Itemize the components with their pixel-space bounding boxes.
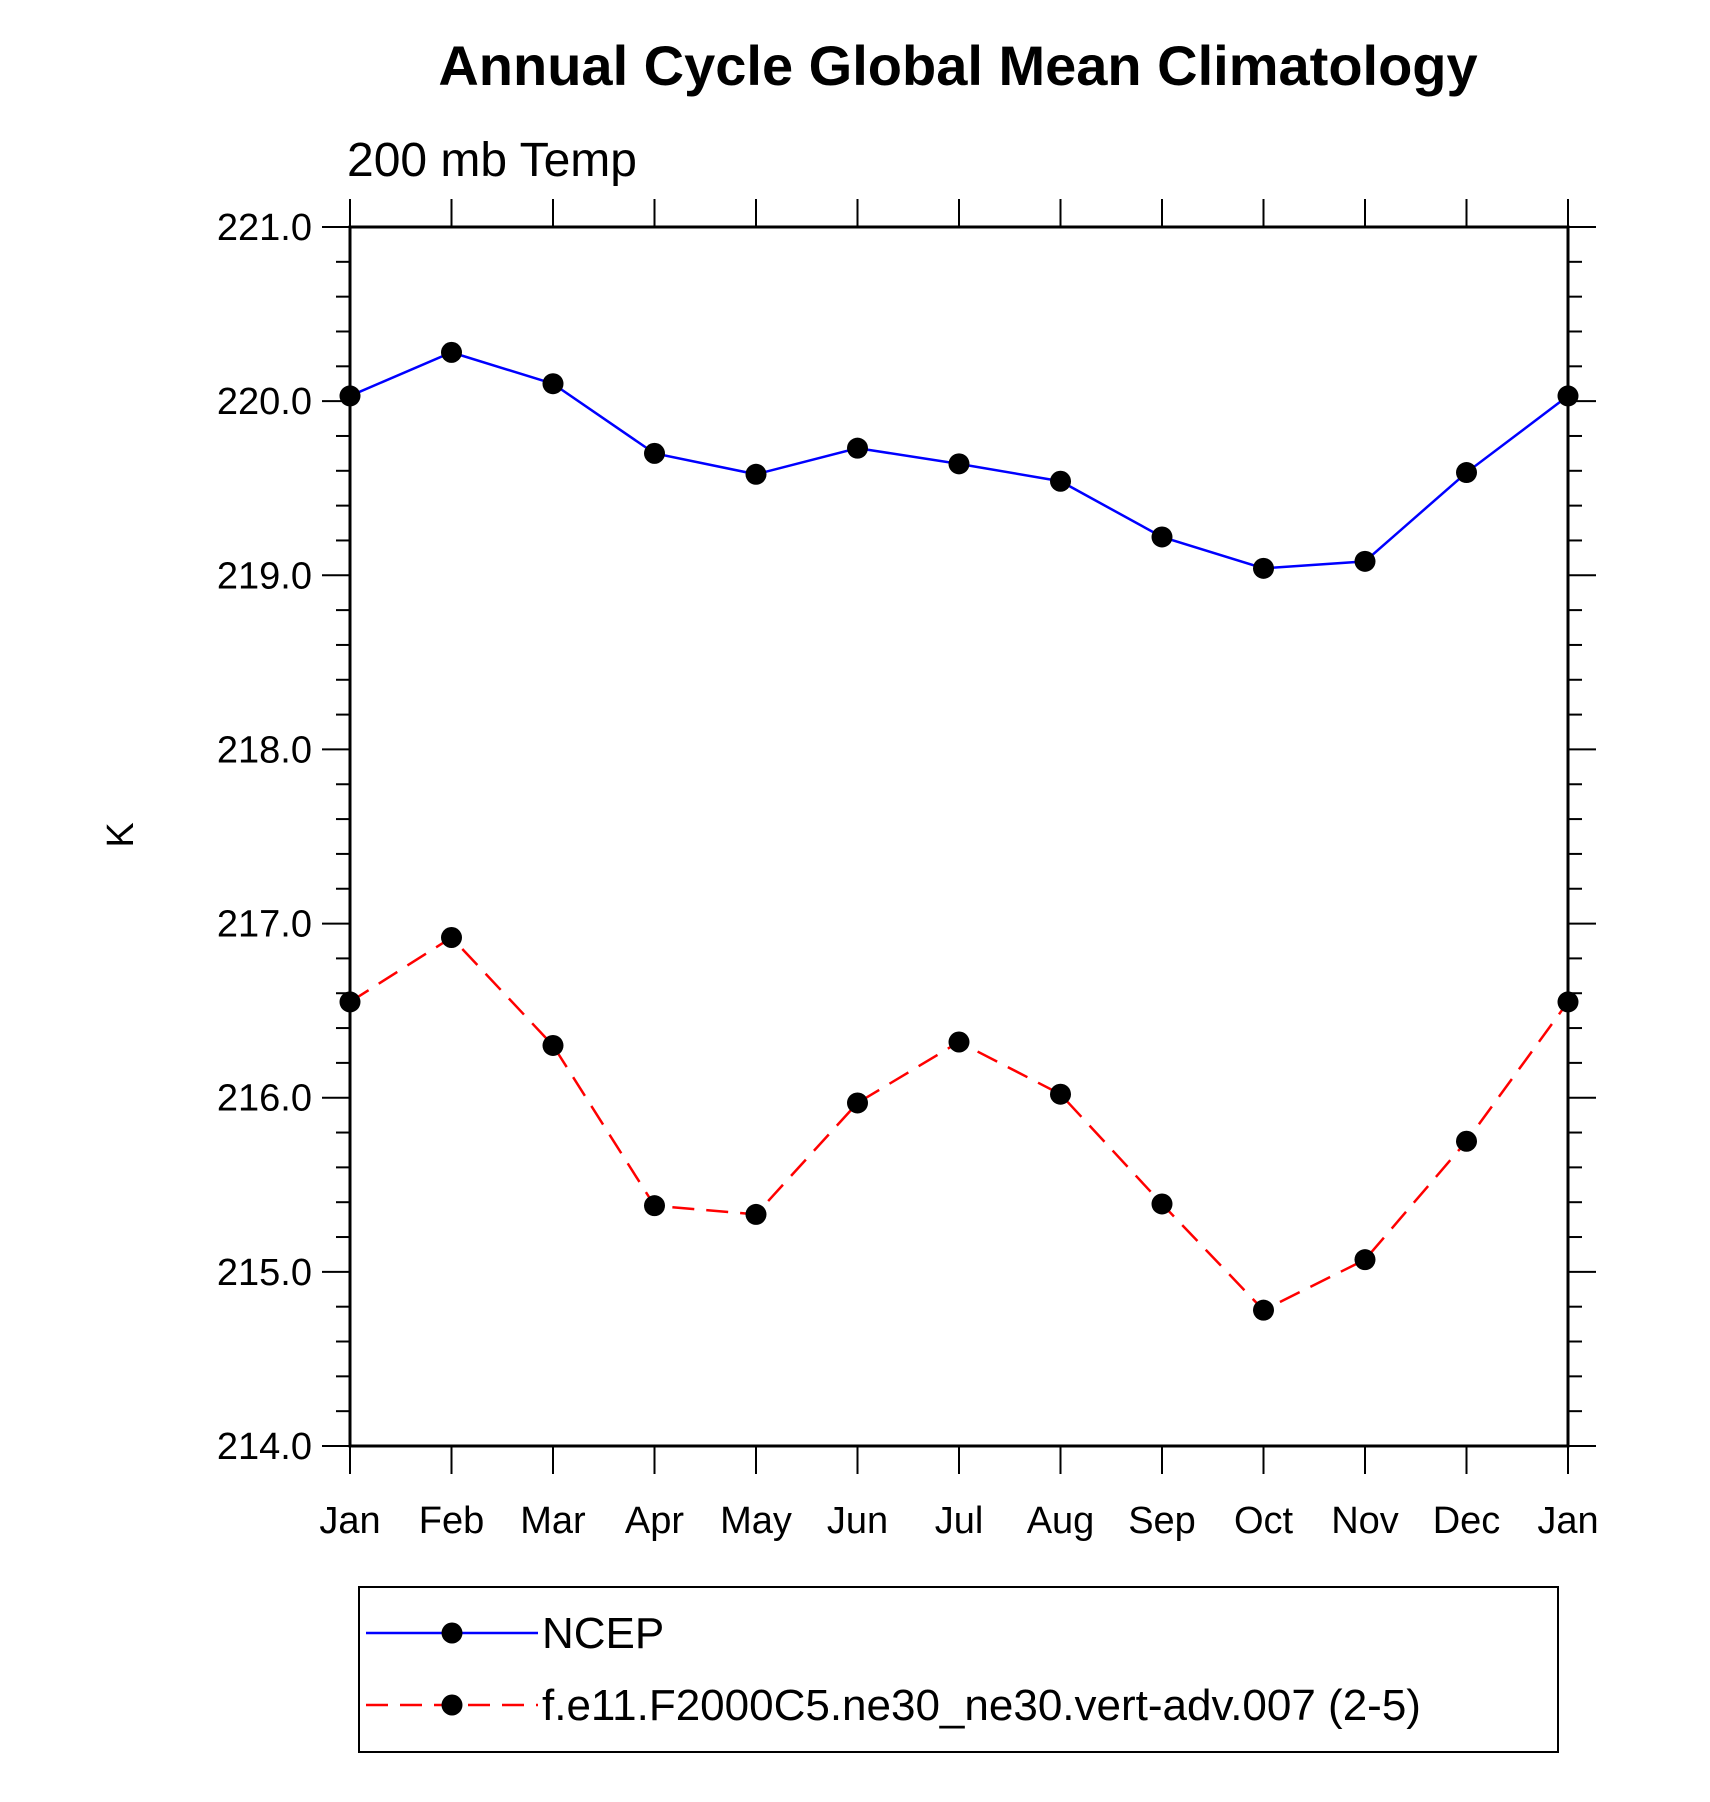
legend-label-2: f.e11.F2000C5.ne30_ne30.vert-adv.007 (2-… [542,1681,1421,1730]
x-tick-label: Oct [1234,1500,1294,1542]
series-2-point [1253,1299,1274,1321]
y-tick-label: 216.0 [217,1078,312,1120]
x-tick-label: Jan [1537,1500,1598,1542]
series-line-2 [349,935,1570,1312]
series-1-point [1456,462,1477,484]
series-2-point [1050,1083,1071,1105]
series-2-point [441,927,462,949]
data-series [339,341,1579,1321]
chart-subtitle: 200 mb Temp [347,134,637,187]
series-1-point [1050,470,1071,492]
legend: NCEP f.e11.F2000C5.ne30_ne30.vert-adv.007… [358,1586,1559,1753]
series-1-point [1253,557,1274,579]
chart-title: Annual Cycle Global Mean Climatology [438,34,1477,97]
legend-box [358,1586,1559,1753]
x-tick-label: Jan [319,1500,380,1542]
series-2-point [1354,1249,1376,1271]
series-2-point [847,1092,868,1114]
series-1-point [441,341,462,363]
series-2-point [745,1203,767,1225]
series-2-point [542,1034,564,1056]
series-1-point [948,453,970,475]
series-2-point [1456,1130,1477,1152]
legend-entries: NCEP f.e11.F2000C5.ne30_ne30.vert-adv.007… [366,1609,1421,1730]
x-tick-label: May [720,1500,792,1542]
x-tick-label: Nov [1331,1500,1399,1542]
x-tick-label: Aug [1027,1500,1095,1542]
series-1-point [745,463,767,485]
x-tick-label: Apr [625,1500,684,1542]
x-tick-label: Jun [827,1500,888,1542]
series-1-point [847,437,868,459]
y-axis-label: K [100,822,142,847]
series-2-point [948,1031,970,1053]
y-tick-label: 214.0 [217,1426,312,1468]
legend-marker-1 [441,1622,463,1644]
axis-ticks [322,199,1596,1474]
x-tick-label: Feb [419,1500,484,1542]
x-tick-label: Jul [935,1500,984,1542]
series-2-point [1151,1193,1173,1215]
y-tick-label: 217.0 [217,904,312,946]
plot-frame [348,225,1570,1448]
y-tick-label: 218.0 [217,729,312,771]
y-tick-label: 215.0 [217,1252,312,1294]
y-tick-label: 221.0 [217,207,312,249]
series-1-point [1151,526,1173,548]
y-tick-label: 219.0 [217,555,312,597]
y-tick-labels: 214.0 215.0 216.0 217.0 218.0 219.0 220.0 221.0 [217,207,312,1468]
series-2-point [644,1195,665,1217]
legend-label-1: NCEP [542,1609,664,1658]
series-1-point [644,442,665,464]
x-tick-label: Mar [520,1500,586,1542]
y-tick-label: 220.0 [217,381,312,423]
x-tick-labels: Jan Feb Mar Apr May Jun Jul Aug Sep Oct Nov Dec Jan [319,1500,1598,1542]
series-1-point [1354,550,1376,572]
x-tick-label: Dec [1433,1500,1501,1542]
legend-marker-2 [441,1694,463,1716]
series-1-point [542,373,564,395]
x-tick-label: Sep [1128,1500,1196,1542]
